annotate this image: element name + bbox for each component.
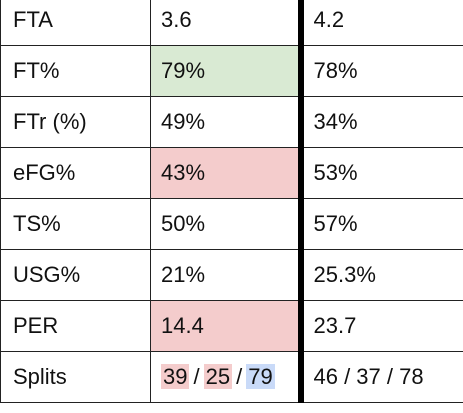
player-b-cell[interactable]: 34% <box>300 96 463 148</box>
table-row-splits: Splits 39/25/79 46 / 37 / 78 <box>0 351 463 403</box>
table-row: PER 14.4 23.7 <box>0 300 463 352</box>
player-b-cell[interactable]: 53% <box>300 147 463 199</box>
table-row: USG% 21% 25.3% <box>0 249 463 301</box>
player-b-cell[interactable]: 4.2 <box>300 0 463 46</box>
player-a-cell-highlight-red[interactable]: 14.4 <box>150 300 304 352</box>
player-b-cell[interactable]: 25.3% <box>300 249 463 301</box>
player-a-cell[interactable]: 21% <box>150 249 304 301</box>
stat-name-cell[interactable]: TS% <box>0 198 151 250</box>
stat-name-cell[interactable]: PER <box>0 300 151 352</box>
player-a-cell[interactable]: 50% <box>150 198 304 250</box>
split-fg-pct: 39 <box>161 364 190 389</box>
player-a-cell-highlight-green[interactable]: 79% <box>150 45 304 97</box>
player-a-cell-highlight-red[interactable]: 43% <box>150 147 304 199</box>
player-b-cell[interactable]: 78% <box>300 45 463 97</box>
stat-name-cell[interactable]: FTr (%) <box>0 96 151 148</box>
split-3p-pct: 25 <box>203 364 233 389</box>
player-b-cell[interactable]: 46 / 37 / 78 <box>300 351 463 403</box>
stats-comparison-table: FTA 3.6 4.2 FT% 79% 78% FTr (%) 49% 34% … <box>0 0 463 403</box>
stat-name-cell[interactable]: eFG% <box>0 147 151 199</box>
player-a-cell[interactable]: 3.6 <box>150 0 304 46</box>
player-b-cell[interactable]: 23.7 <box>300 300 463 352</box>
table-row: FT% 79% 78% <box>0 45 463 97</box>
table-row: eFG% 43% 53% <box>0 147 463 199</box>
stat-name-cell[interactable]: FT% <box>0 45 151 97</box>
split-separator: / <box>236 364 243 389</box>
stat-name-cell[interactable]: Splits <box>0 351 151 403</box>
player-a-cell[interactable]: 49% <box>150 96 304 148</box>
stat-name-cell[interactable]: FTA <box>0 0 151 46</box>
player-a-splits-cell[interactable]: 39/25/79 <box>150 351 304 403</box>
split-separator: / <box>193 364 200 389</box>
table-row: FTA 3.6 4.2 <box>0 0 463 46</box>
player-b-cell[interactable]: 57% <box>300 198 463 250</box>
table-row: TS% 50% 57% <box>0 198 463 250</box>
stat-name-cell[interactable]: USG% <box>0 249 151 301</box>
split-ft-pct: 79 <box>246 364 275 389</box>
table-row: FTr (%) 49% 34% <box>0 96 463 148</box>
